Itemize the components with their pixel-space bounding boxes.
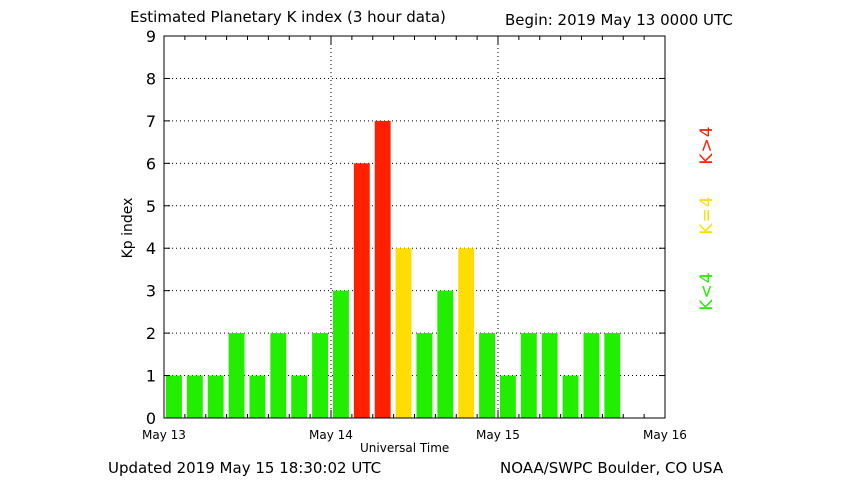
- y-tick-label: 1: [146, 367, 156, 386]
- kp-bar: [207, 375, 224, 418]
- updated-timestamp: Updated 2019 May 15 18:30:02 UTC: [108, 459, 382, 477]
- y-tick-label: 0: [146, 409, 156, 428]
- kp-bar: [562, 375, 579, 418]
- x-tick-label: May 15: [476, 428, 520, 442]
- x-tick-label: May 13: [142, 428, 186, 442]
- kp-bar: [520, 333, 537, 418]
- kp-bar: [583, 333, 600, 418]
- kp-bar: [312, 333, 328, 418]
- y-tick-label: 8: [146, 69, 156, 88]
- kp-bar: [500, 375, 516, 418]
- kp-bar: [333, 290, 349, 418]
- kp-bar: [479, 333, 495, 418]
- kp-bar: [604, 333, 621, 418]
- source-credit: NOAA/SWPC Boulder, CO USA: [500, 459, 724, 477]
- x-tick-label: May 14: [309, 428, 353, 442]
- kp-bar: [291, 375, 308, 418]
- x-tick-label: May 16: [643, 428, 687, 442]
- y-tick-label: 4: [146, 239, 156, 258]
- kp-bar: [395, 248, 412, 418]
- x-axis-label: Universal Time: [360, 441, 450, 455]
- kp-bar: [416, 333, 433, 418]
- kp-bar: [541, 333, 558, 418]
- kp-bar: [458, 248, 475, 418]
- y-tick-label: 5: [146, 197, 156, 216]
- y-tick-label: 2: [146, 324, 156, 343]
- y-tick-label: 6: [146, 154, 156, 173]
- y-tick-label: 3: [146, 282, 156, 301]
- y-tick-label: 9: [146, 27, 156, 46]
- kp-bar: [353, 163, 370, 418]
- kp-bar: [270, 333, 287, 418]
- y-tick-label: 7: [146, 112, 156, 131]
- kp-bar: [437, 290, 454, 418]
- kp-bar: [228, 333, 245, 418]
- kp-bar: [374, 120, 391, 418]
- kp-bar: [249, 375, 266, 418]
- begin-time: Begin: 2019 May 13 0000 UTC: [505, 11, 733, 29]
- chart-title: Estimated Planetary K index (3 hour data…: [130, 8, 446, 26]
- kp-bar: [166, 375, 182, 418]
- kp-bar: [186, 375, 203, 418]
